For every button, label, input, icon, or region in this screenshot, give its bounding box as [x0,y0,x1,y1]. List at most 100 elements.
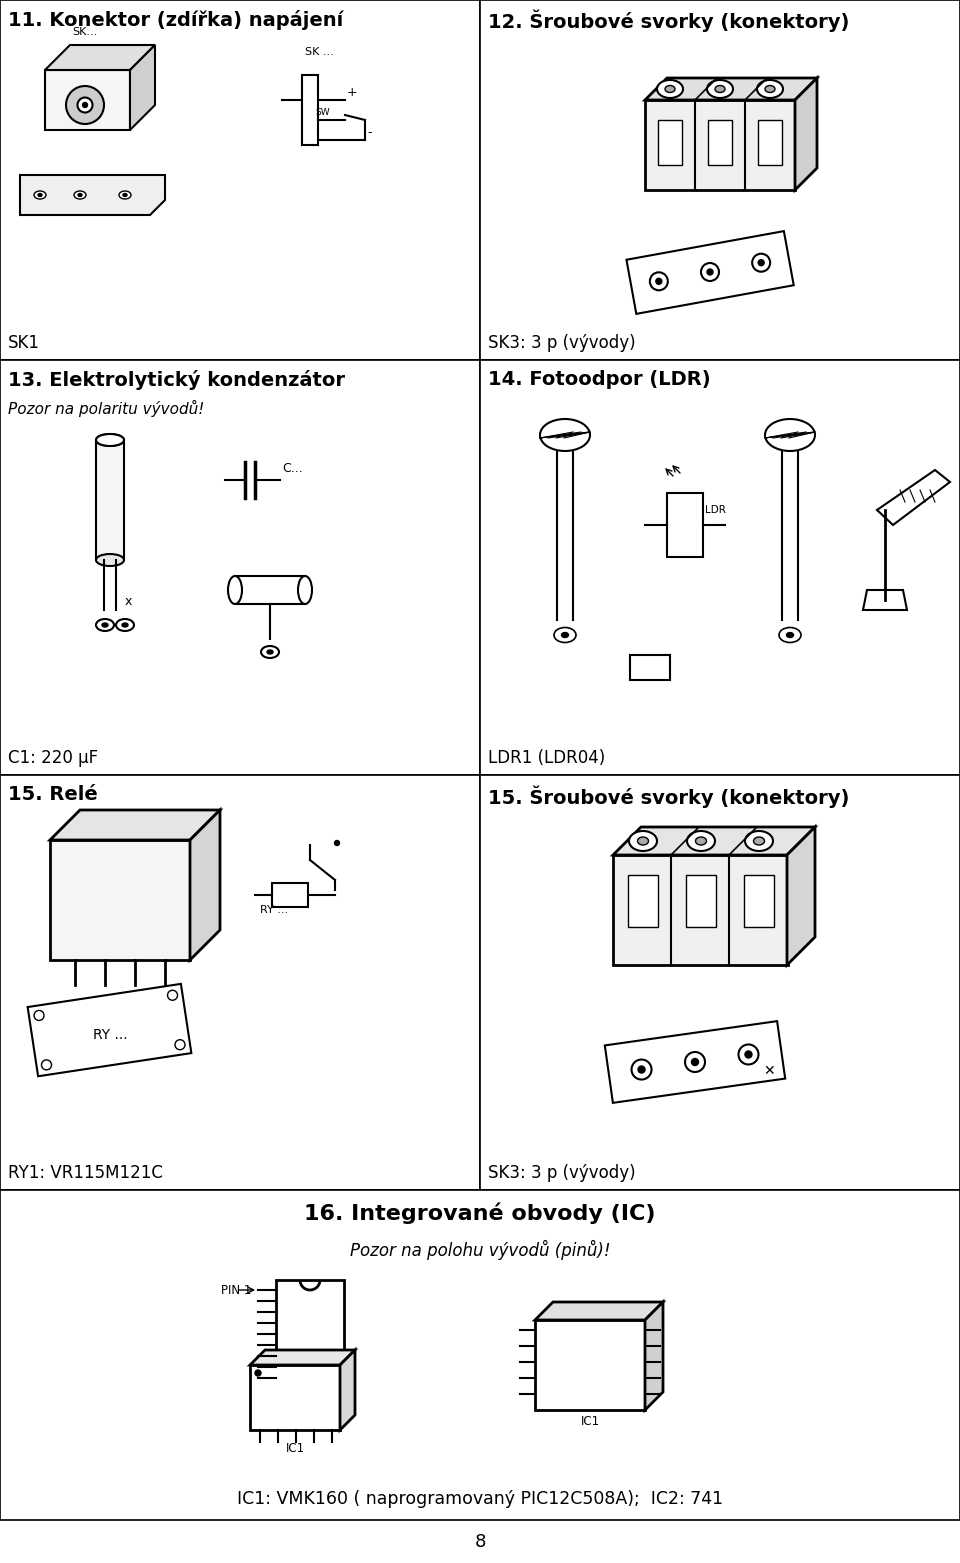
Bar [758,120,782,166]
Text: 15. Šroubové svorky (konektory): 15. Šroubové svorky (konektory) [488,785,850,808]
Ellipse shape [78,97,92,113]
Ellipse shape [119,191,131,199]
Ellipse shape [175,1039,185,1050]
Ellipse shape [745,1050,752,1058]
Bar [302,75,318,145]
Polygon shape [645,1302,663,1410]
Bar [96,441,124,560]
Bar [744,875,774,927]
Text: 12. Šroubové svorky (konektory): 12. Šroubové svorky (konektory) [488,9,850,33]
Text: Pozor na polohu vývodů (pinů)!: Pozor na polohu vývodů (pinů)! [349,1239,611,1260]
Bar [630,655,670,680]
Ellipse shape [758,259,764,266]
Ellipse shape [96,435,124,445]
Polygon shape [50,810,220,839]
Bar [708,120,732,166]
Text: SK3: 3 p (vývody): SK3: 3 p (vývody) [488,1164,636,1182]
Text: LDR1 (LDR04): LDR1 (LDR04) [488,749,605,767]
Ellipse shape [562,633,568,638]
Text: 13. Elektrolytický kondenzátor: 13. Elektrolytický kondenzátor [8,370,345,391]
Polygon shape [340,1350,355,1430]
Ellipse shape [738,1044,758,1064]
Text: ✕: ✕ [763,1064,775,1078]
Text: SK ...: SK ... [305,47,334,56]
Text: PIN 1: PIN 1 [221,1283,252,1296]
Bar [50,839,190,960]
Ellipse shape [540,419,590,452]
Bar [658,120,682,166]
Ellipse shape [74,191,86,199]
Ellipse shape [786,633,794,638]
Text: 16. Integrované obvody (IC): 16. Integrované obvody (IC) [304,1202,656,1224]
Bar [0,0,480,359]
Ellipse shape [707,269,713,275]
Ellipse shape [261,646,279,658]
Ellipse shape [656,278,661,284]
Ellipse shape [116,619,134,631]
Bar [686,875,716,927]
Polygon shape [613,827,815,855]
Ellipse shape [701,263,719,281]
Polygon shape [130,45,155,130]
Ellipse shape [96,435,124,445]
Ellipse shape [707,80,733,98]
Ellipse shape [650,272,668,291]
Text: IC1: IC1 [581,1415,600,1429]
Text: RY ...: RY ... [93,1028,128,1043]
Text: C...: C... [282,463,302,475]
Bar [0,1189,960,1519]
Polygon shape [28,983,191,1077]
Bar [667,492,703,556]
Ellipse shape [228,577,242,603]
Ellipse shape [38,194,42,197]
Ellipse shape [752,253,770,272]
Text: 14. Fotoodpor (LDR): 14. Fotoodpor (LDR) [488,370,710,389]
Ellipse shape [167,991,178,1000]
Polygon shape [190,810,220,960]
Ellipse shape [96,619,114,631]
Polygon shape [627,231,794,314]
Polygon shape [795,78,817,191]
Text: SK...: SK... [72,27,98,38]
Ellipse shape [334,841,340,846]
Ellipse shape [657,80,683,98]
Ellipse shape [779,627,801,642]
Bar [235,577,305,603]
Text: LDR: LDR [705,505,726,514]
Polygon shape [20,175,165,216]
Text: Pozor na polaritu vývodů!: Pozor na polaritu vývodů! [8,400,204,417]
Ellipse shape [554,627,576,642]
Ellipse shape [765,86,775,92]
Bar [645,100,795,191]
Text: SK1: SK1 [8,334,40,352]
Bar [250,1364,340,1430]
Ellipse shape [687,832,715,850]
Polygon shape [250,1350,355,1364]
Ellipse shape [691,1058,699,1066]
Polygon shape [45,70,130,130]
Bar [0,775,480,1189]
Polygon shape [863,589,907,610]
Ellipse shape [632,1060,652,1080]
Ellipse shape [255,1371,261,1375]
Text: 8: 8 [474,1533,486,1550]
Bar [535,1321,645,1410]
Polygon shape [45,45,155,70]
Polygon shape [535,1302,663,1321]
Polygon shape [877,470,950,525]
Text: SW: SW [315,108,329,117]
Text: C1: 220 µF: C1: 220 µF [8,749,98,767]
Text: RY1: VR115M121C: RY1: VR115M121C [8,1164,163,1182]
Text: IC1: VMK160 ( naprogramovaný PIC12C508A);  IC2: 741: IC1: VMK160 ( naprogramovaný PIC12C508A)… [237,1490,723,1508]
Ellipse shape [757,80,783,98]
Ellipse shape [83,103,87,108]
Polygon shape [605,1021,785,1103]
Ellipse shape [754,838,764,846]
Ellipse shape [34,191,46,199]
Bar [480,359,960,775]
Text: 11. Konektor (zdířka) napájení: 11. Konektor (zdířka) napájení [8,9,344,30]
Text: SK3: 3 p (vývody): SK3: 3 p (vývody) [488,334,636,352]
Ellipse shape [78,194,82,197]
Bar [480,0,960,359]
Ellipse shape [629,832,657,850]
